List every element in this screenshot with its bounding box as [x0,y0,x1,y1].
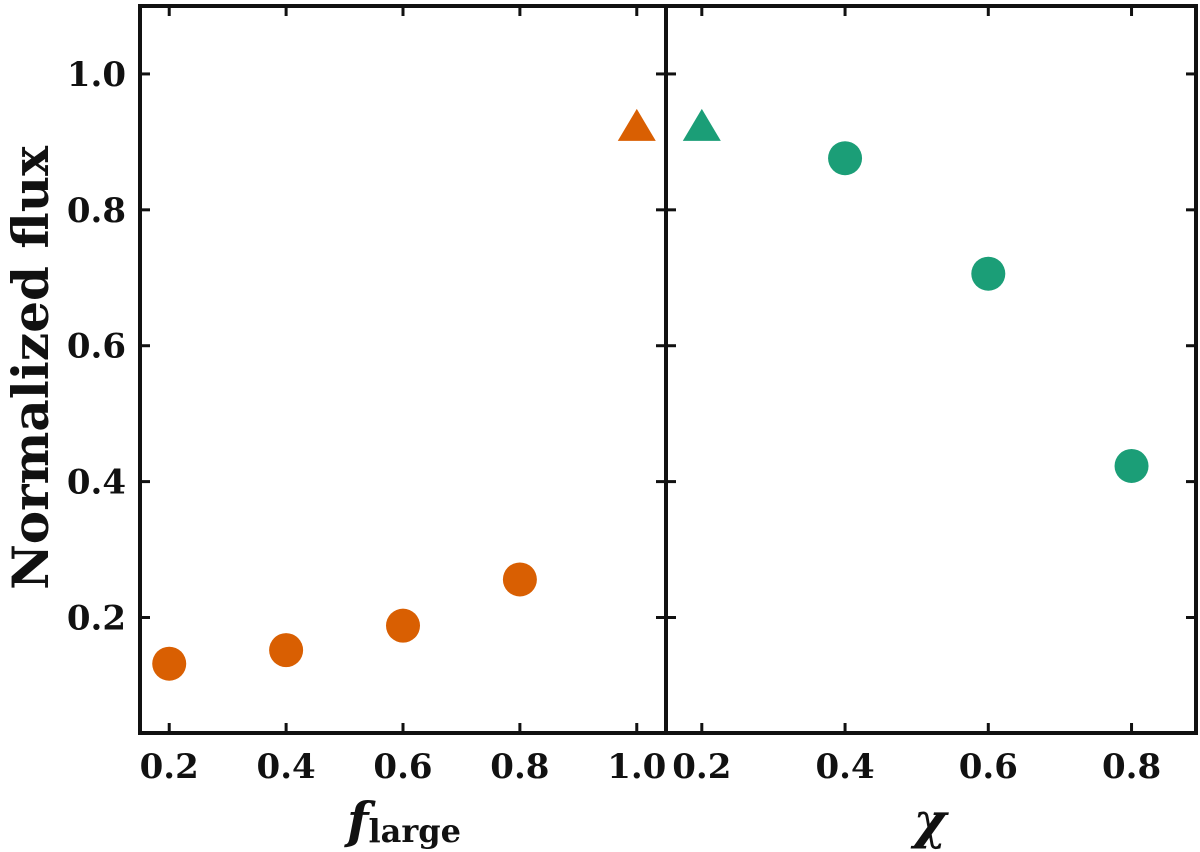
ytick-label: 1.0 [67,55,126,95]
right-data-point-triangle [682,108,721,141]
right-data-point-circle [1114,448,1149,483]
right-panel: 0.2 0.4 0.6 0.8 [664,4,1198,787]
left-data-point-triangle [617,108,656,141]
left-xtick-label: 0.2 [140,747,199,787]
left-data-point-circle [269,633,304,668]
x-axis-label-left: flarge [344,791,461,850]
right-xtick-label: 0.6 [959,747,1018,787]
right-data-point-circle [971,256,1006,291]
right-xtick-label: 0.2 [672,747,731,787]
right-data-point-circle [828,141,863,176]
right-plot-frame [664,4,1198,735]
left-panel: 0.2 0.4 0.6 0.8 1.0 0.2 0.4 0.6 0.8 1.0 [67,4,668,787]
right-xtick-label: 0.4 [815,747,874,787]
left-data-point-circle [502,562,537,597]
left-xtick-label: 0.8 [490,747,549,787]
ytick-label: 0.2 [67,598,126,638]
left-data-point-circle [386,608,420,643]
x-axis-label-left-subscript: large [369,812,461,850]
left-data-point-circle [152,646,187,681]
left-xtick-label: 1.0 [607,747,666,787]
ytick-label: 0.4 [67,463,126,503]
right-xtick-label: 0.8 [1102,747,1161,787]
left-xtick-label: 0.4 [257,747,316,787]
y-axis-label: Normalized flux [1,145,60,590]
ytick-label: 0.6 [67,327,126,367]
ytick-label: 0.8 [67,191,126,231]
left-xtick-label: 0.6 [373,747,432,787]
x-axis-label-right: χ [911,791,950,850]
